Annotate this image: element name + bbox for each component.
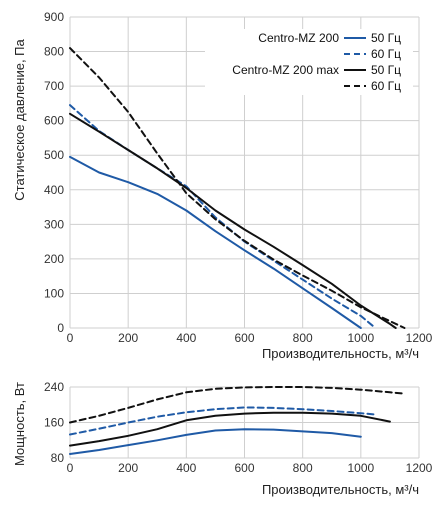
bot-series-centro-mz-200-max-60-гц: [69, 386, 406, 424]
bot-series-centro-mz-200-60-гц: [69, 406, 377, 436]
pressure-y-axis-label: Статическое давление, Па: [12, 39, 27, 201]
power-x-axis-label: Производительность, м³/ч: [262, 482, 419, 497]
pressure-chart: 0 200 400 600 800 1000 1200 0 100 200 300 400 500 600…: [12, 10, 433, 361]
top-y-tick-400: 400: [44, 183, 64, 197]
legend-group-label-centro-mz-200: Centro-MZ 200: [258, 31, 339, 45]
power-grid: [69, 386, 420, 459]
pressure-tick-labels: 0 200 400 600 800 1000 1200 0 100 200 300 400 500 600…: [44, 10, 433, 345]
top-series-centro-mz-200-50-гц: [69, 155, 362, 329]
legend-entry-centro-mz-200-60: 60 Гц: [371, 47, 401, 61]
top-series-centro-mz-200-max-60-гц: [69, 47, 406, 329]
bot-x-tick-1200: 1200: [406, 461, 433, 475]
bot-x-tick-400: 400: [176, 461, 196, 475]
top-y-tick-900: 900: [44, 10, 64, 24]
bot-x-tick-200: 200: [118, 461, 138, 475]
bot-x-tick-800: 800: [293, 461, 313, 475]
top-y-tick-800: 800: [44, 45, 64, 59]
bot-y-tick-240: 240: [44, 380, 64, 394]
bot-series-centro-mz-200-50-гц: [69, 428, 362, 455]
bot-series-centro-mz-200-max-50-гц: [69, 411, 391, 447]
top-x-tick-1000: 1000: [347, 331, 374, 345]
legend-group-label-centro-mz-200-max: Centro-MZ 200 max: [232, 63, 339, 77]
top-x-tick-600: 600: [234, 331, 254, 345]
top-y-tick-0: 0: [57, 321, 64, 335]
top-y-tick-300: 300: [44, 217, 64, 231]
top-series-centro-mz-200-max-50-гц: [69, 112, 397, 329]
top-x-tick-800: 800: [293, 331, 313, 345]
top-y-tick-600: 600: [44, 114, 64, 128]
top-y-tick-700: 700: [44, 79, 64, 93]
top-x-tick-400: 400: [176, 331, 196, 345]
top-x-tick-1200: 1200: [406, 331, 433, 345]
legend-entry-centro-mz-200-max-60: 60 Гц: [371, 79, 401, 93]
top-series-centro-mz-200-60-гц: [69, 104, 377, 329]
top-y-tick-200: 200: [44, 252, 64, 266]
legend: Centro-MZ 200 50 Гц 60 Гц Centro-MZ 200 …: [205, 29, 413, 95]
bot-y-tick-160: 160: [44, 416, 64, 430]
legend-entry-centro-mz-200-max-50: 50 Гц: [371, 63, 401, 77]
bot-x-tick-0: 0: [67, 461, 74, 475]
top-x-tick-0: 0: [67, 331, 74, 345]
bot-y-tick-80: 80: [51, 451, 65, 465]
top-y-tick-500: 500: [44, 148, 64, 162]
top-y-tick-100: 100: [44, 286, 64, 300]
pressure-series: [69, 47, 406, 329]
power-tick-labels: 0 200 400 600 800 1000 1200 80 160 240: [44, 380, 433, 475]
power-series: [69, 386, 406, 455]
legend-entry-centro-mz-200-50: 50 Гц: [371, 31, 401, 45]
pressure-x-axis-label: Производительность, м³/ч: [262, 346, 419, 361]
bot-x-tick-600: 600: [234, 461, 254, 475]
power-chart: 0 200 400 600 800 1000 1200 80 160 240 Мощность, …: [12, 380, 433, 497]
top-x-tick-200: 200: [118, 331, 138, 345]
power-y-axis-label: Мощность, Вт: [12, 382, 27, 466]
bot-x-tick-1000: 1000: [347, 461, 374, 475]
legend-box: [205, 29, 413, 95]
